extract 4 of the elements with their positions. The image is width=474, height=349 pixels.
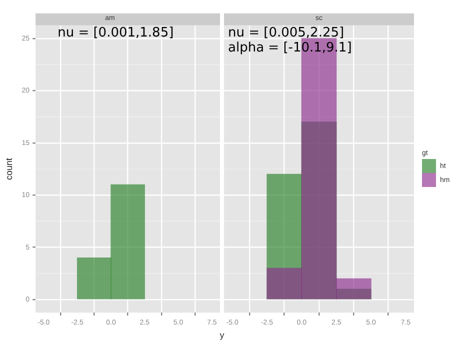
x-axis-title: y (218, 330, 226, 340)
annotation: nu = [0.001,1.85] (58, 25, 174, 40)
annotation: nu = [0.005,2.25] (228, 25, 344, 40)
y-axis-title: count (4, 158, 14, 180)
